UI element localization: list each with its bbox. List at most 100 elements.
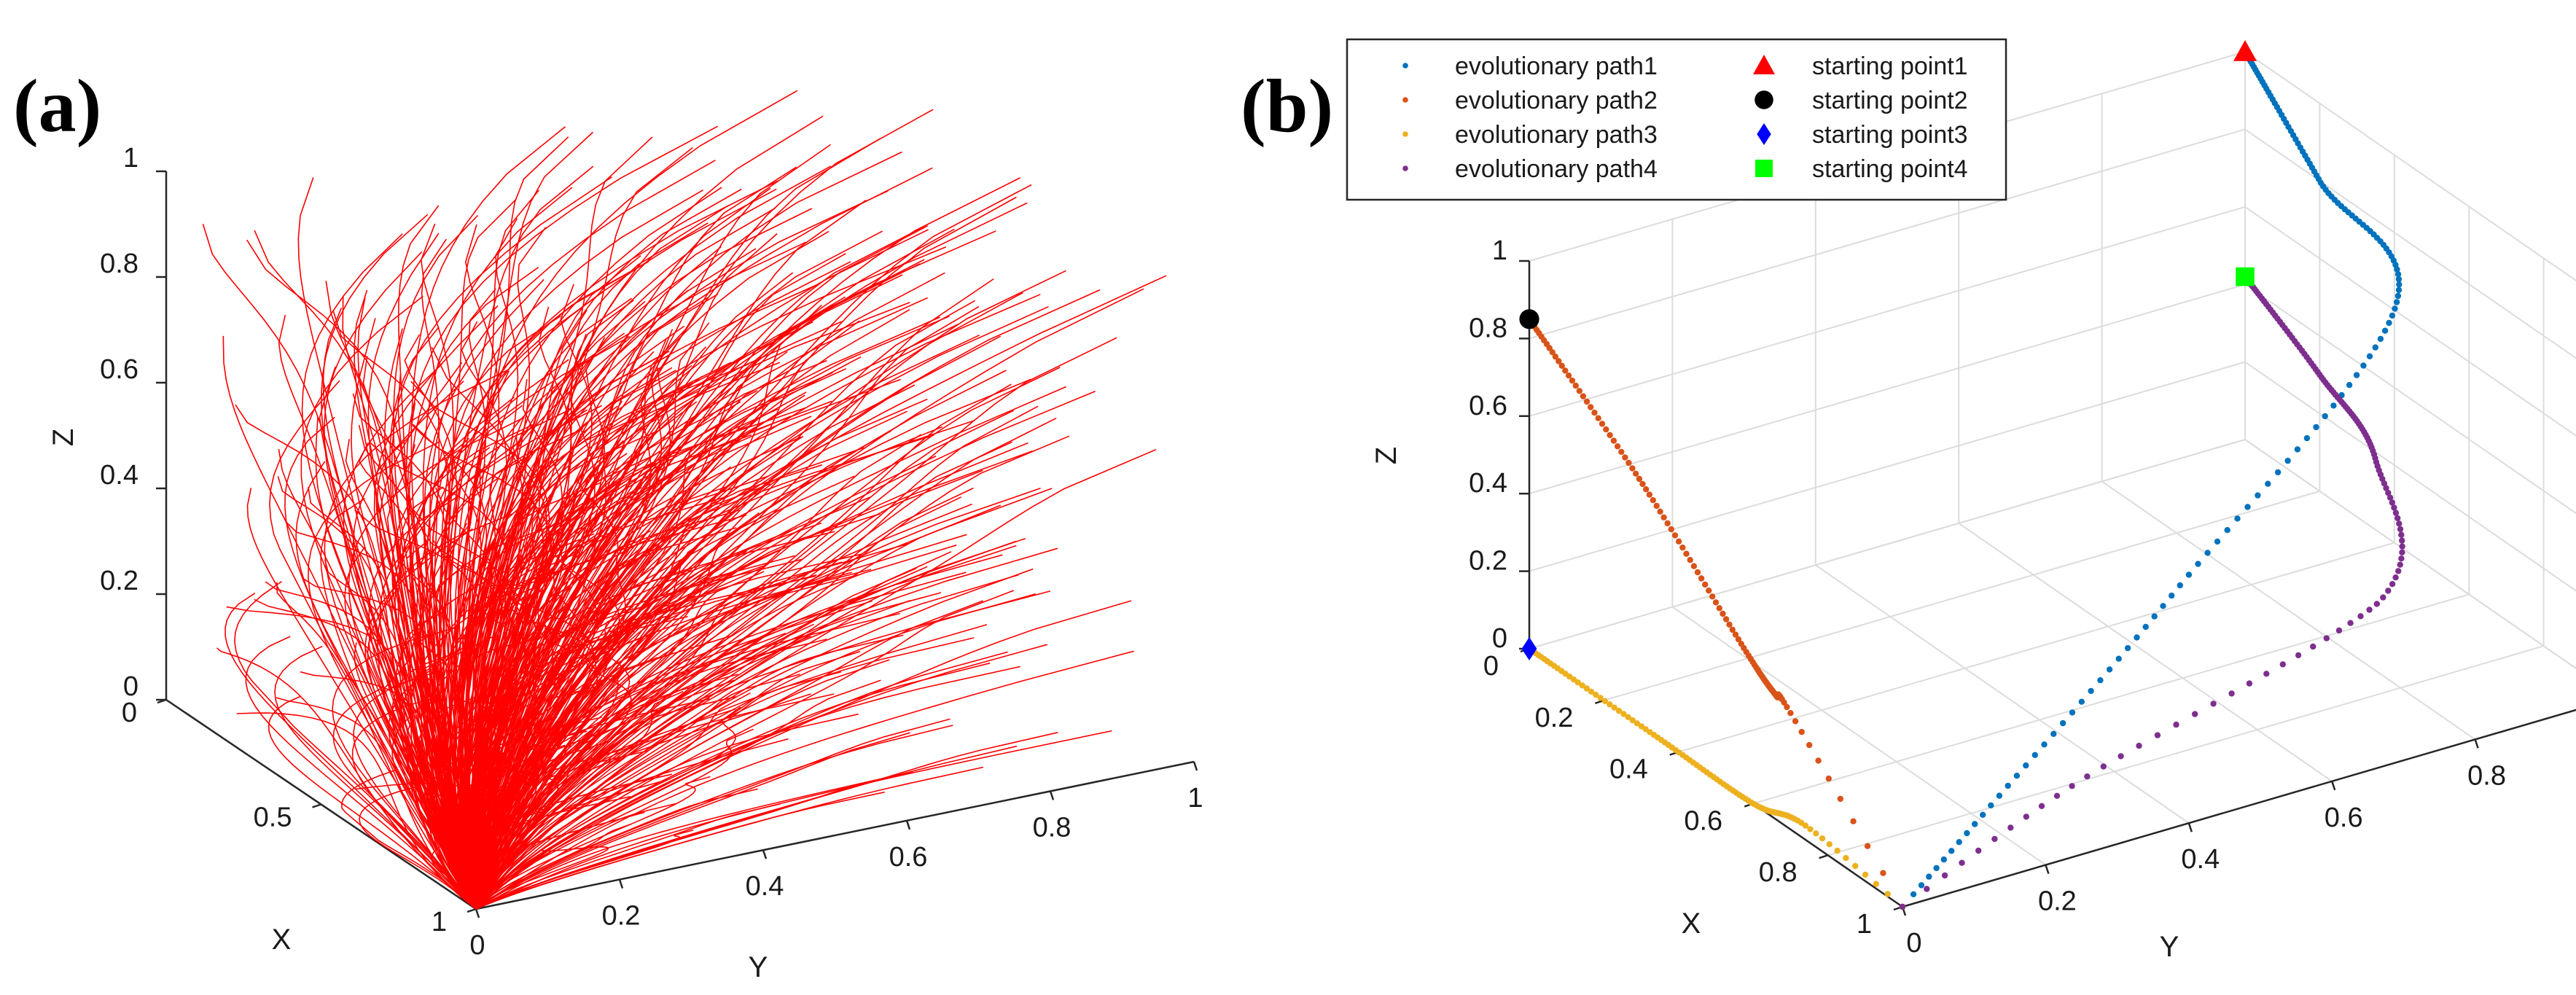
trajectory-line: [225, 593, 477, 910]
data-point: [1583, 685, 1590, 692]
data-point: [2366, 353, 2373, 359]
grid-line: [1752, 593, 2470, 805]
series-path4: [1899, 273, 2405, 910]
grid-line: [1827, 645, 2544, 857]
trajectory-line: [475, 652, 632, 910]
y-axis-line: [1902, 709, 2576, 908]
x-tick-label: 0.2: [1535, 703, 1574, 733]
trajectory-line: [388, 636, 493, 910]
legend-marker: [1402, 97, 1408, 103]
data-point: [1580, 393, 1587, 399]
trajectory-line: [320, 498, 477, 910]
data-point: [1687, 557, 1693, 563]
y-tick-mark: [1049, 791, 1055, 800]
x-tick-label: 0.8: [1759, 857, 1798, 888]
trajectory-line: [454, 190, 539, 910]
trajectory-line: [245, 636, 477, 910]
legend-label: evolutionary path3: [1455, 121, 1658, 149]
x-axis-label: X: [272, 924, 292, 956]
y-tick-label: 0.2: [2038, 886, 2077, 917]
data-point: [2399, 543, 2405, 550]
trajectory-line: [475, 545, 1017, 910]
data-point: [2397, 561, 2403, 568]
trajectory-line: [475, 386, 1066, 910]
trajectory-line: [469, 297, 709, 910]
trajectory-line: [475, 774, 897, 910]
data-point: [2389, 499, 2395, 506]
y-tick-mark: [2474, 739, 2479, 749]
data-point: [1625, 714, 1631, 720]
data-point: [2023, 762, 2029, 769]
data-point: [1826, 841, 1833, 848]
x-axis-label: X: [1682, 908, 1701, 940]
trajectory-line: [475, 426, 943, 910]
data-point: [2346, 382, 2353, 389]
trajectory-line: [475, 730, 1112, 910]
data-point: [1668, 526, 1674, 533]
data-point: [1574, 679, 1581, 686]
trajectory-line: [302, 577, 477, 910]
data-point: [1671, 532, 1679, 539]
z-tick-label: 0: [1492, 623, 1507, 654]
trajectory-line: [268, 695, 477, 910]
data-point: [2279, 661, 2286, 668]
data-point: [2013, 773, 2021, 779]
data-point: [2069, 709, 2076, 716]
data-point: [2204, 550, 2211, 556]
data-point: [2005, 782, 2011, 789]
trajectory-line: [475, 545, 661, 910]
x-tick-label: 1: [432, 907, 447, 937]
trajectory-line: [475, 732, 910, 910]
trajectory-line: [475, 635, 811, 910]
y-tick-label: 0: [1906, 928, 1921, 959]
trajectory-line: [475, 666, 1020, 910]
legend-marker: [1402, 63, 1408, 69]
y-tick-label: 0.2: [602, 901, 641, 932]
data-point: [2377, 335, 2384, 343]
data-point: [1926, 873, 1932, 880]
data-point: [1924, 886, 1930, 892]
y-tick-mark: [905, 820, 911, 830]
z-tick-label: 0.4: [1469, 468, 1507, 499]
trajectory-line: [475, 563, 768, 910]
data-point: [2392, 574, 2399, 581]
data-point: [1807, 826, 1814, 832]
data-point: [1996, 792, 2003, 799]
data-point: [1622, 454, 1628, 461]
data-point: [1675, 538, 1682, 545]
data-point: [2295, 652, 2302, 659]
grid-line: [2244, 128, 2576, 359]
trajectory-line: [475, 528, 724, 910]
data-point: [1650, 497, 1656, 504]
trajectory-line: [465, 434, 752, 910]
data-point: [1603, 426, 1609, 433]
series-path1: [1899, 48, 2403, 910]
grid-line: [1529, 439, 2246, 649]
grid-line: [2244, 51, 2576, 282]
axes-b: 0 0.2 0.4 0.6 0.8 1 0 0.2 0.4 0.6 0.8 1 0 0.2 0.4 0.6 0.…: [1370, 235, 2576, 963]
data-point: [2383, 485, 2389, 491]
data-point: [1726, 621, 1733, 628]
trajectory-line: [475, 167, 933, 910]
data-point: [1588, 688, 1595, 695]
data-point: [1611, 704, 1617, 711]
panel-label-b: (b): [1241, 64, 1333, 148]
trajectory-line: [431, 346, 524, 910]
data-point: [1980, 811, 1986, 819]
legend-label: evolutionary path1: [1455, 52, 1658, 80]
z-tick-label: 0.8: [100, 249, 138, 279]
data-point: [2357, 613, 2364, 620]
x-tick-label: 0.6: [1684, 805, 1722, 836]
legend-marker: [1757, 123, 1771, 145]
data-point: [1813, 830, 1819, 837]
data-point: [1735, 636, 1742, 643]
grid-line: [2244, 284, 2576, 515]
data-point: [1964, 830, 1970, 837]
data-point: [1709, 593, 1716, 600]
grid-line: [1678, 542, 2395, 753]
data-point: [1591, 409, 1598, 416]
trajectory-line: [447, 453, 534, 910]
trajectory-line: [475, 360, 807, 910]
data-point: [1694, 569, 1701, 576]
